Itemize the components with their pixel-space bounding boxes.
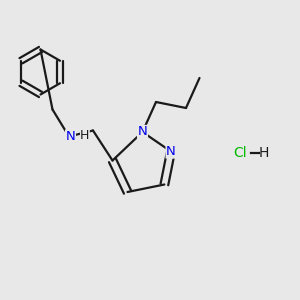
Text: N: N — [166, 145, 176, 158]
Text: Cl: Cl — [233, 146, 247, 160]
Text: H: H — [80, 129, 90, 142]
Text: N: N — [66, 130, 75, 143]
Text: N: N — [138, 125, 147, 139]
Text: H: H — [259, 146, 269, 160]
